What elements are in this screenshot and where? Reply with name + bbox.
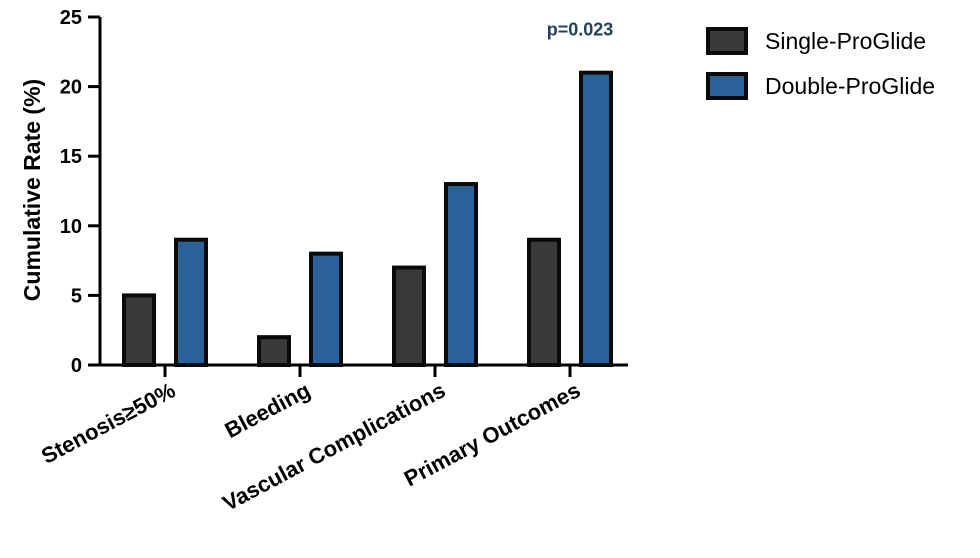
x-category-label: Stenosis≥50% <box>37 377 179 468</box>
bar-double-3 <box>579 70 613 368</box>
legend-label-single: Single-ProGlide <box>765 28 926 54</box>
y-tick-label: 10 <box>60 216 82 238</box>
y-axis-title: Cumulative Rate (%) <box>19 79 45 301</box>
bar-single-0 <box>122 293 156 367</box>
bar-single-3 <box>527 237 561 367</box>
legend: Single-ProGlide Double-ProGlide <box>706 27 935 100</box>
bar-single-2 <box>392 265 426 367</box>
bar-double-2 <box>444 182 478 367</box>
y-tick-label: 0 <box>71 355 82 377</box>
bars <box>122 70 613 368</box>
legend-swatch-single <box>706 27 748 55</box>
x-category-label: Vascular Complications <box>218 377 449 516</box>
y-axis: 0 5 10 15 20 25 <box>60 7 102 377</box>
bar-double-1 <box>309 251 343 367</box>
y-tick-label: 15 <box>60 146 82 168</box>
legend-label-double: Double-ProGlide <box>765 73 935 99</box>
bar-single-1 <box>257 335 291 368</box>
y-tick-label: 25 <box>60 7 82 29</box>
y-tick-label: 20 <box>60 77 82 99</box>
p-value-annotation: p=0.023 <box>547 20 614 40</box>
legend-swatch-double <box>706 72 748 100</box>
y-tick-label: 5 <box>71 285 82 307</box>
annotations: p=0.023 <box>547 20 614 40</box>
bar-double-0 <box>174 237 208 367</box>
x-category-label: Bleeding <box>221 377 315 443</box>
